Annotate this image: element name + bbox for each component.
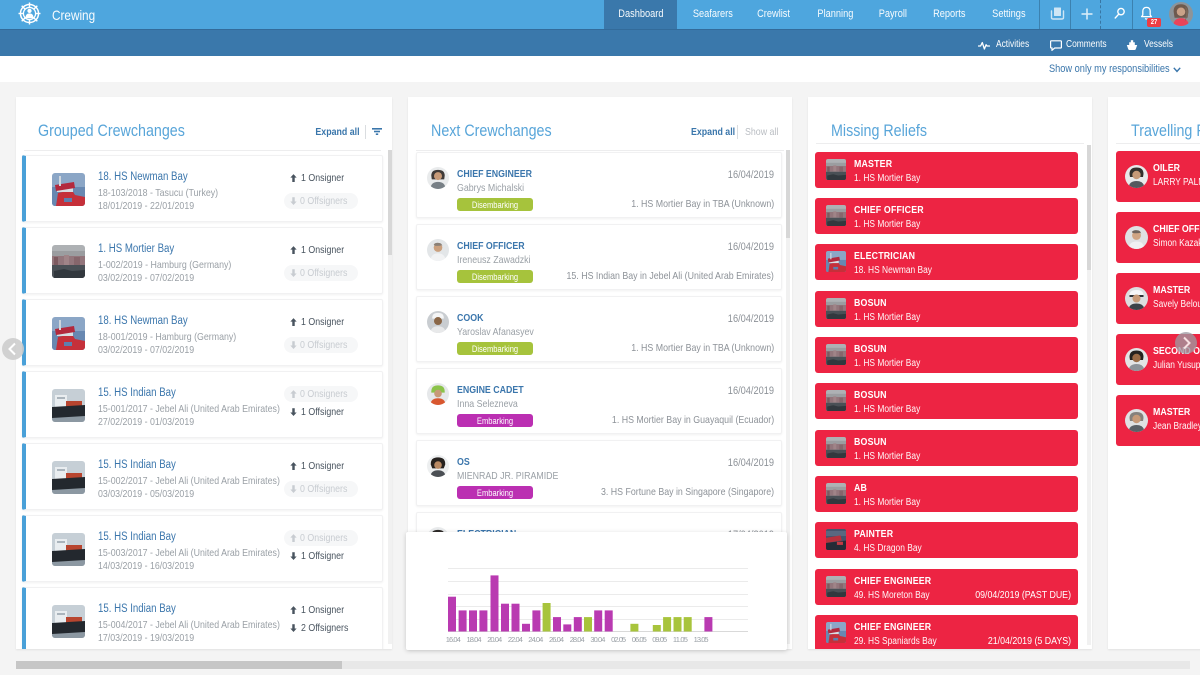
- svg-text:20.04: 20.04: [487, 635, 502, 644]
- svg-text:13.05: 13.05: [694, 635, 709, 644]
- svg-text:24.04: 24.04: [528, 635, 543, 644]
- svg-text:11.05: 11.05: [673, 635, 688, 644]
- svg-text:06.05: 06.05: [632, 635, 647, 644]
- svg-text:16.04: 16.04: [446, 635, 461, 644]
- svg-text:22.04: 22.04: [508, 635, 523, 644]
- svg-text:26.04: 26.04: [549, 635, 564, 644]
- svg-text:09.05: 09.05: [652, 635, 667, 644]
- svg-text:02.05: 02.05: [611, 635, 626, 644]
- svg-text:18.04: 18.04: [467, 635, 482, 644]
- svg-text:28.04: 28.04: [570, 635, 585, 644]
- svg-text:30.04: 30.04: [590, 635, 605, 644]
